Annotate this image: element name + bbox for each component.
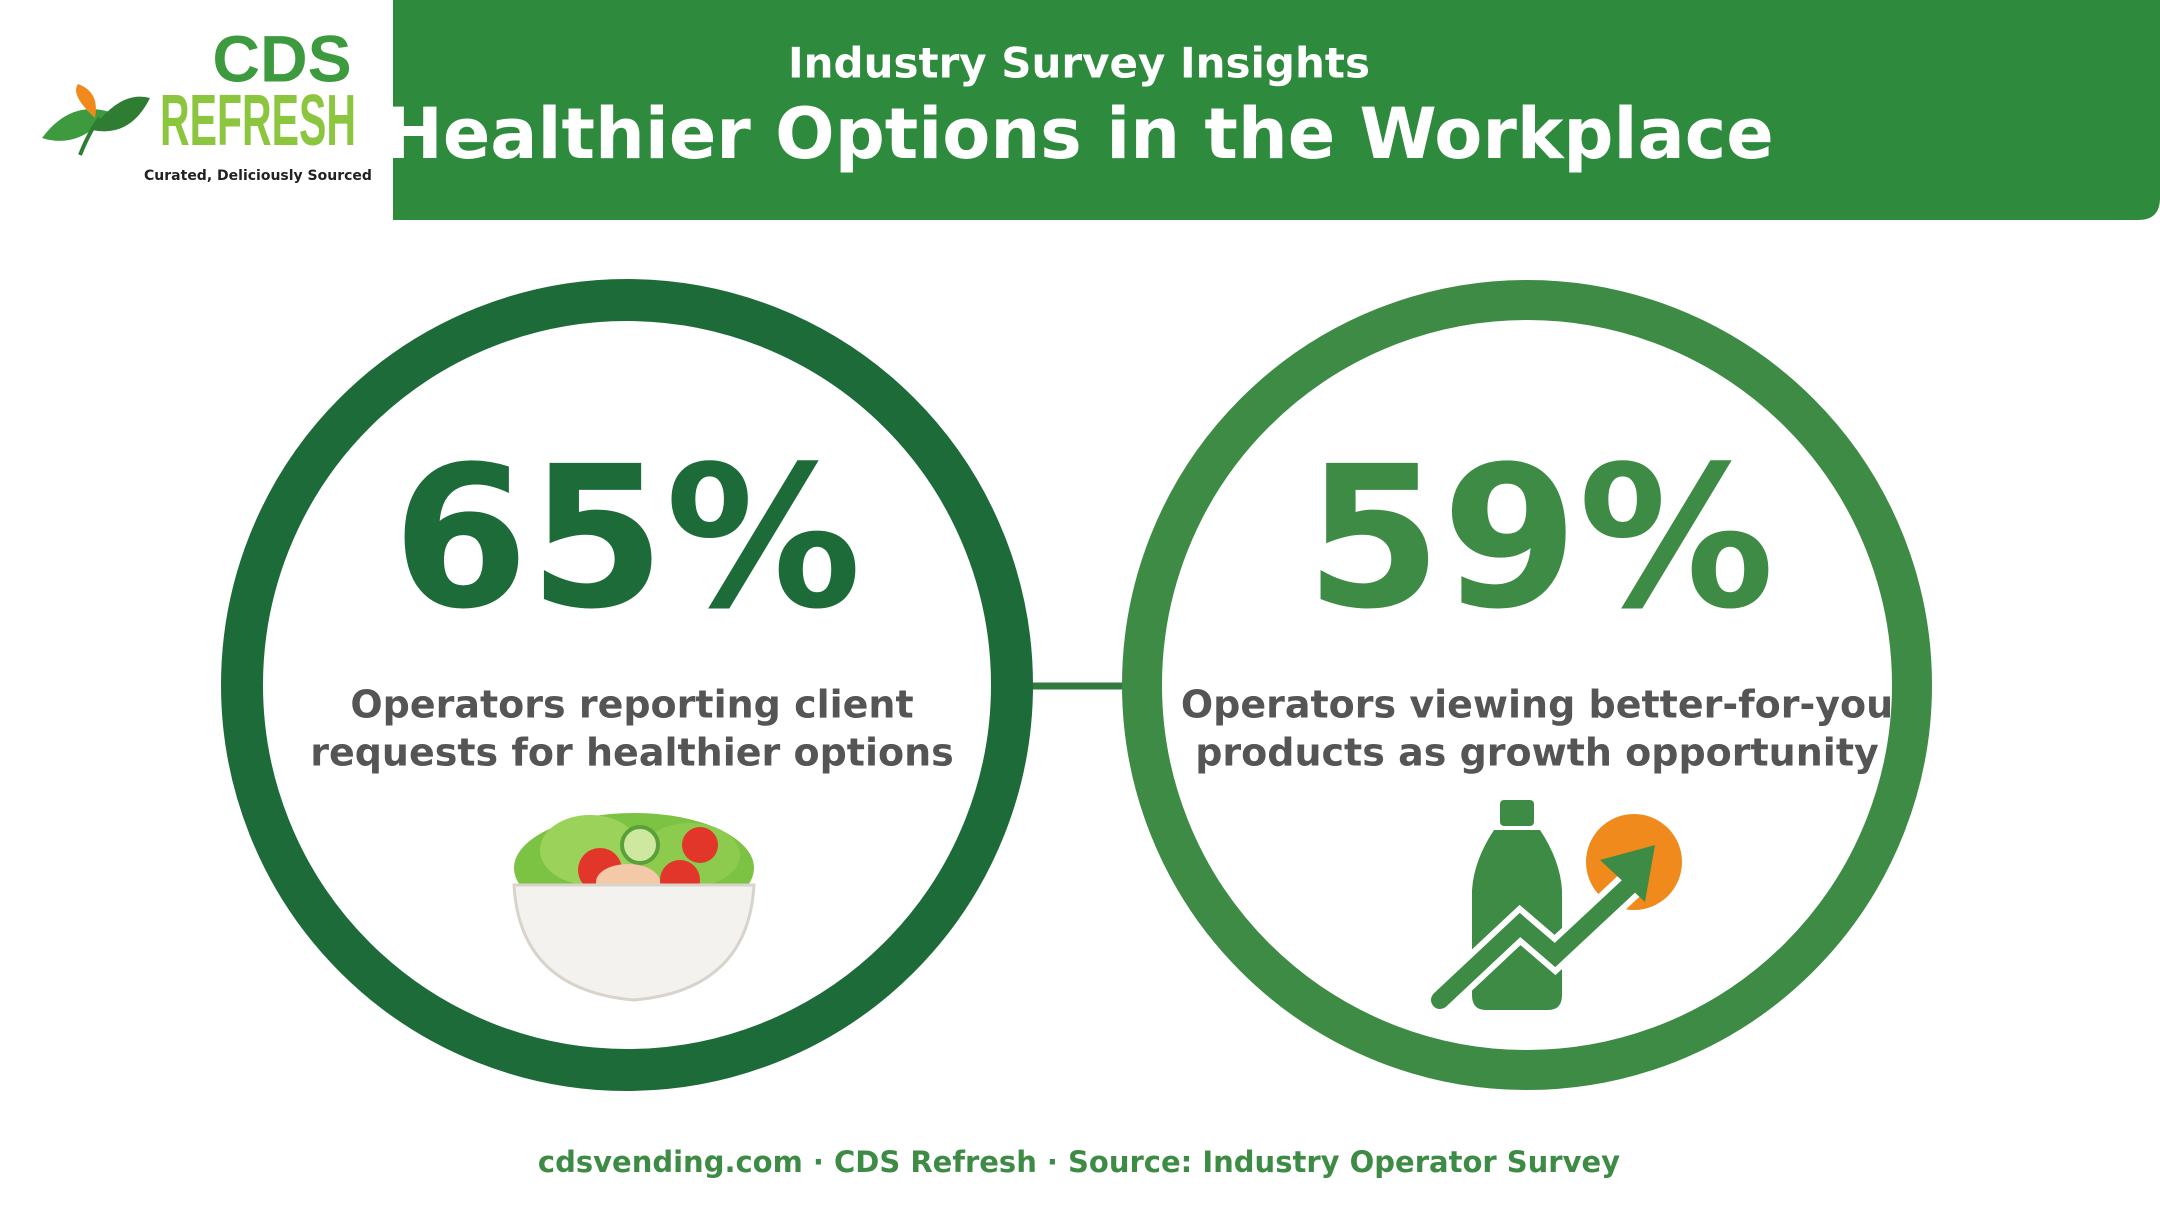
growth-icon (1425, 800, 1682, 1015)
stat-description: products as growth opportunity (1195, 731, 1879, 775)
logo-brand-bottom: REFRESH (160, 81, 356, 161)
header-title: Healthier Options in the Workplace (384, 93, 1774, 175)
logo-leaf (76, 84, 96, 118)
logo-leaf (92, 96, 150, 132)
stat-description: Operators viewing better-for-you (1181, 683, 1893, 727)
stat-ring (1122, 280, 1932, 1090)
stat-description: requests for healthier options (310, 731, 954, 775)
logo-leaf (42, 109, 110, 141)
stat-description: Operators reporting client (350, 683, 913, 727)
header-subtitle: Industry Survey Insights (788, 39, 1370, 88)
stat-value: 65% (392, 425, 861, 653)
footer: cdsvending.com · CDS Refresh · Source: I… (538, 1145, 1620, 1179)
logo: CDS REFRESH Curated, Deliciously Sourced (42, 21, 372, 184)
header-band (393, 0, 2160, 220)
logo-stem (78, 116, 102, 156)
salad-icon (512, 813, 756, 1002)
logo-brand-top: CDS (212, 21, 351, 95)
logo-tagline: Curated, Deliciously Sourced (144, 168, 372, 184)
stat-ring (221, 279, 1033, 1091)
stat-value: 59% (1305, 425, 1774, 653)
